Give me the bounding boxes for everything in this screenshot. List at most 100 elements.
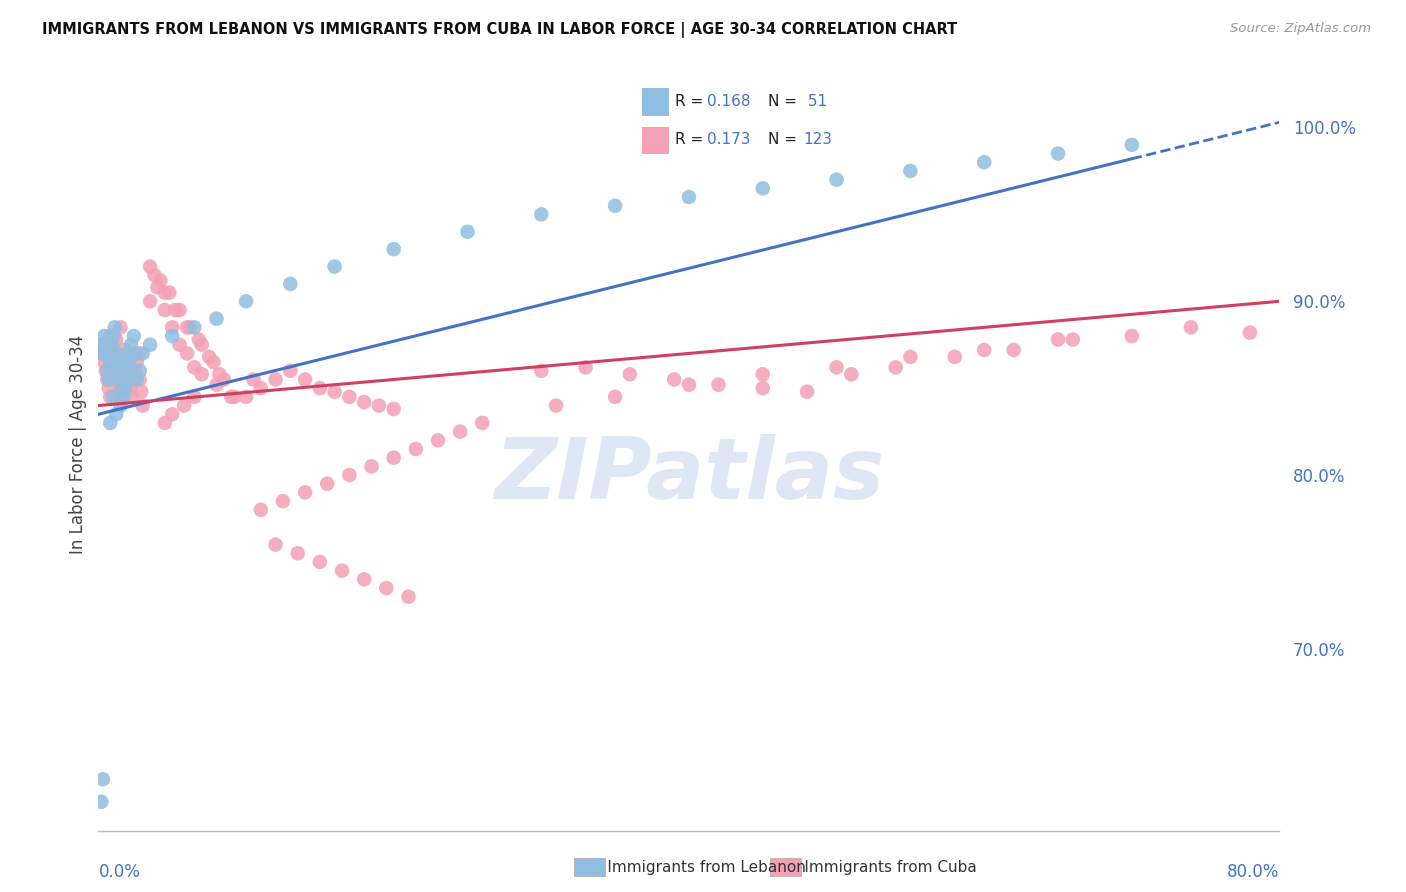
Point	[368, 399, 391, 413]
Point	[187, 333, 209, 347]
Point	[884, 360, 907, 375]
Point	[114, 381, 136, 395]
Text: Source: ZipAtlas.com: Source: ZipAtlas.com	[1230, 22, 1371, 36]
Point	[287, 546, 309, 560]
Point	[250, 503, 273, 517]
Point	[427, 434, 450, 448]
Point	[205, 311, 228, 326]
Point	[825, 172, 848, 186]
Point	[139, 294, 162, 309]
Point	[120, 350, 142, 364]
Point	[664, 372, 686, 386]
Point	[316, 476, 339, 491]
Point	[104, 320, 127, 334]
Point	[162, 407, 183, 421]
Point	[280, 277, 302, 291]
Point	[169, 303, 191, 318]
Point	[1002, 343, 1025, 357]
Point	[114, 343, 136, 357]
Point	[1121, 137, 1143, 152]
Point	[117, 377, 139, 392]
Point	[1121, 329, 1143, 343]
Point	[398, 590, 420, 604]
Point	[169, 337, 191, 351]
Point	[107, 372, 129, 386]
Point	[132, 346, 155, 360]
Point	[546, 399, 568, 413]
Point	[103, 390, 125, 404]
Point	[191, 368, 214, 382]
Point	[449, 425, 471, 439]
Point	[129, 384, 152, 399]
Point	[530, 364, 553, 378]
Point	[162, 329, 183, 343]
Point	[124, 364, 146, 378]
Point	[375, 581, 398, 595]
Point	[139, 260, 162, 274]
Point	[752, 368, 775, 382]
Point	[111, 381, 134, 395]
Point	[339, 468, 361, 483]
Point	[264, 372, 287, 386]
Point	[105, 333, 128, 347]
Point	[110, 393, 132, 408]
Point	[90, 795, 112, 809]
Point	[294, 372, 316, 386]
Point	[605, 199, 627, 213]
Point	[122, 372, 145, 386]
Point	[118, 355, 141, 369]
Point	[122, 329, 145, 343]
Point	[100, 372, 122, 386]
Point	[105, 407, 128, 421]
Point	[1062, 333, 1084, 347]
Point	[360, 459, 382, 474]
Point	[98, 390, 121, 404]
Point	[115, 355, 138, 369]
Point	[183, 360, 205, 375]
Point	[179, 320, 201, 334]
Point	[457, 225, 479, 239]
Point	[91, 772, 114, 787]
Point	[103, 337, 125, 351]
Point	[153, 416, 176, 430]
Point	[96, 364, 118, 378]
Point	[330, 564, 353, 578]
Text: ZIPatlas: ZIPatlas	[494, 434, 884, 517]
Point	[382, 242, 405, 256]
Point	[114, 364, 136, 378]
Point	[118, 372, 141, 386]
Point	[127, 346, 149, 360]
Point	[91, 346, 114, 360]
Point	[165, 303, 187, 318]
Point	[183, 320, 205, 334]
Point	[678, 377, 700, 392]
Point	[191, 337, 214, 351]
Text: Immigrants from Cuba: Immigrants from Cuba	[780, 860, 977, 874]
Point	[98, 329, 121, 343]
Point	[90, 337, 112, 351]
Point	[91, 337, 114, 351]
Point	[173, 399, 195, 413]
Point	[128, 364, 150, 378]
Point	[143, 268, 166, 283]
Point	[103, 329, 125, 343]
Point	[108, 368, 131, 382]
Point	[405, 442, 427, 456]
Point	[162, 320, 183, 334]
Point	[973, 343, 995, 357]
Point	[205, 377, 228, 392]
Point	[153, 285, 176, 300]
Point	[530, 207, 553, 221]
Point	[943, 350, 966, 364]
Point	[146, 280, 169, 294]
Point	[117, 346, 139, 360]
Point	[149, 273, 172, 287]
Point	[382, 450, 405, 465]
Text: 80.0%: 80.0%	[1227, 863, 1279, 880]
Point	[94, 346, 117, 360]
Point	[1046, 333, 1070, 347]
Point	[132, 399, 155, 413]
Point	[111, 381, 134, 395]
Point	[98, 416, 121, 430]
Point	[120, 381, 142, 395]
